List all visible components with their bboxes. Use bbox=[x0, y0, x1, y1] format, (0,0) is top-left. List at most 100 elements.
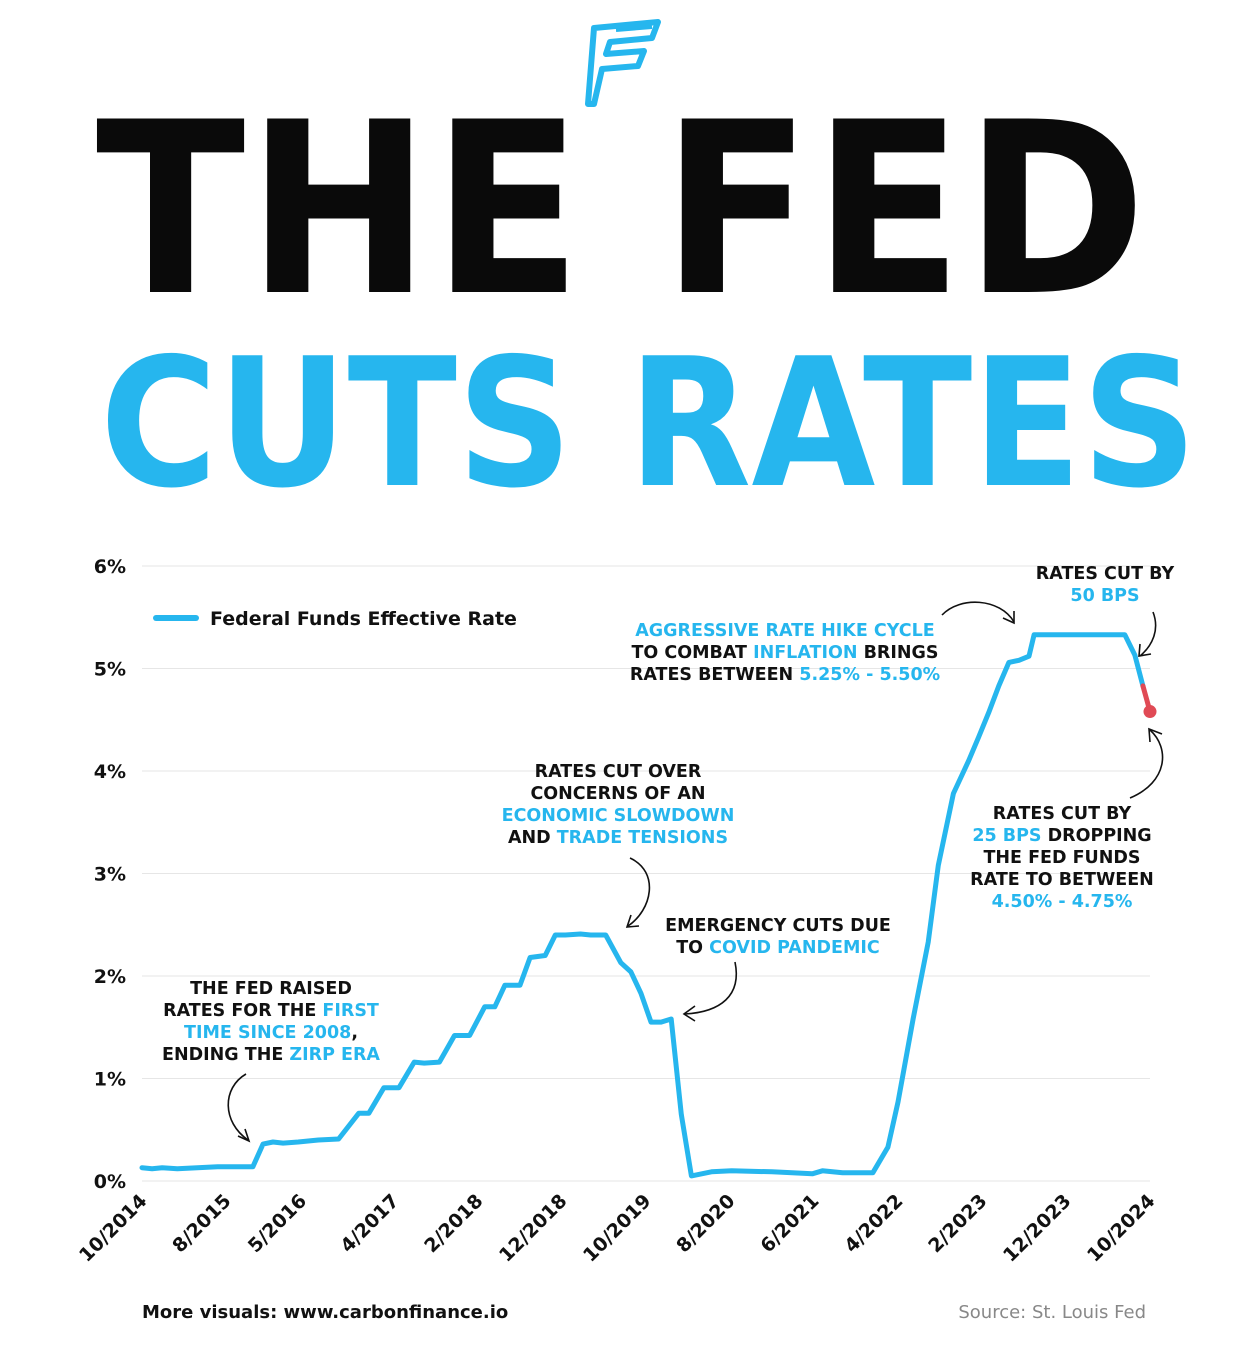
annotation-line: ECONOMIC SLOWDOWN bbox=[502, 806, 735, 826]
arrow-covid-cut bbox=[684, 961, 738, 1015]
x-tick-label: 2/2023 bbox=[924, 1190, 991, 1257]
annotation-arrows bbox=[227, 601, 1164, 1143]
y-axis-ticks: 0% 1% 2% 3% 4% 5% 6% bbox=[94, 556, 126, 1193]
annotation-text: BRINGS bbox=[857, 643, 938, 663]
legend-label: Federal Funds Effective Rate bbox=[210, 608, 517, 630]
annotation-highlight: ECONOMIC SLOWDOWN bbox=[502, 806, 735, 826]
annotation-text: ENDING THE bbox=[162, 1045, 289, 1065]
arrow-cut-25 bbox=[1129, 729, 1164, 799]
annotation-text: RATES CUT OVER bbox=[535, 762, 702, 782]
annotation-highlight: 50 BPS bbox=[1070, 586, 1139, 606]
annotation-highlight: TIME SINCE 2008 bbox=[184, 1023, 351, 1043]
arrow-covid-cut-head bbox=[682, 1005, 696, 1022]
x-tick-label: 8/2015 bbox=[168, 1190, 235, 1257]
annotation-line: THE FED RAISED bbox=[190, 979, 352, 999]
annotation-highlight: ZIRP ERA bbox=[289, 1045, 380, 1065]
arrow-first-hike bbox=[227, 1073, 249, 1141]
annotation-text: , bbox=[351, 1023, 358, 1043]
annotation-line: CONCERNS OF AN bbox=[530, 784, 705, 804]
annotation-highlight: TRADE TENSIONS bbox=[557, 828, 728, 848]
x-tick-label: 6/2021 bbox=[756, 1190, 823, 1257]
annotation-line: THE FED FUNDS bbox=[983, 848, 1140, 868]
annotation-highlight: 5.25% - 5.50% bbox=[799, 665, 940, 685]
annotation-text: CONCERNS OF AN bbox=[530, 784, 705, 804]
arrow-cut-25-head bbox=[1148, 727, 1163, 743]
annotation-line: EMERGENCY CUTS DUE bbox=[665, 916, 891, 936]
arrow-first-hike-head bbox=[237, 1128, 251, 1143]
annotation-text: THE FED FUNDS bbox=[983, 848, 1140, 868]
annotation-highlight: AGGRESSIVE RATE HIKE CYCLE bbox=[635, 621, 934, 641]
arrow-hike-cycle bbox=[941, 601, 1015, 623]
series-layer bbox=[139, 632, 1157, 1179]
arrow-slowdown-cut-head bbox=[625, 914, 640, 928]
x-tick-label: 10/2019 bbox=[579, 1190, 656, 1267]
arrow-cut-50 bbox=[1139, 611, 1157, 657]
x-tick-label: 2/2018 bbox=[420, 1190, 487, 1257]
annotation-line: TO COVID PANDEMIC bbox=[676, 938, 880, 958]
x-tick-label: 10/2024 bbox=[1083, 1190, 1160, 1267]
annotation-text: TO COMBAT bbox=[631, 643, 753, 663]
annotation-highlight: INFLATION bbox=[753, 643, 857, 663]
annotation-line: AGGRESSIVE RATE HIKE CYCLE bbox=[635, 621, 934, 641]
annotation-text: DROPPING bbox=[1042, 826, 1152, 846]
annotation-text: RATES FOR THE bbox=[163, 1001, 322, 1021]
annotation-highlight: 25 BPS bbox=[972, 826, 1041, 846]
headline-title: THE FED bbox=[95, 72, 1149, 349]
arrow-hike-cycle-head bbox=[1002, 611, 1015, 625]
annotation-text: RATES CUT BY bbox=[1036, 564, 1175, 584]
annotation-line: ENDING THE ZIRP ERA bbox=[162, 1045, 380, 1065]
y-tick-label: 6% bbox=[94, 556, 126, 578]
x-tick-label: 10/2014 bbox=[75, 1190, 152, 1267]
x-tick-label: 8/2020 bbox=[672, 1190, 739, 1257]
annotation-line: RATES BETWEEN 5.25% - 5.50% bbox=[630, 665, 940, 685]
x-tick-label: 12/2018 bbox=[495, 1190, 572, 1267]
annotation-line: 25 BPS DROPPING bbox=[972, 826, 1151, 846]
arrow-slowdown-cut bbox=[627, 857, 651, 927]
annotation-line: RATES CUT BY bbox=[1036, 564, 1175, 584]
annotation-highlight: COVID PANDEMIC bbox=[709, 938, 880, 958]
annotation-text: RATES CUT BY bbox=[993, 804, 1132, 824]
annotation-highlight: FIRST bbox=[322, 1001, 379, 1021]
x-tick-label: 4/2017 bbox=[336, 1190, 403, 1257]
footer-credit: More visuals: www.carbonfinance.io bbox=[142, 1302, 509, 1323]
y-tick-label: 5% bbox=[94, 659, 126, 681]
annotation-text: EMERGENCY CUTS DUE bbox=[665, 916, 891, 936]
annotation-text: RATE TO BETWEEN bbox=[970, 870, 1154, 890]
carbon-finance-logo bbox=[585, 19, 661, 107]
annotation-line: RATE TO BETWEEN bbox=[970, 870, 1154, 890]
footer-source: Source: St. Louis Fed bbox=[958, 1302, 1146, 1323]
annotation-text: RATES BETWEEN bbox=[630, 665, 799, 685]
annotation-highlight: 4.50% - 4.75% bbox=[992, 892, 1133, 912]
headline-subtitle: CUTS RATES bbox=[100, 320, 1198, 527]
annotation-line: 4.50% - 4.75% bbox=[992, 892, 1133, 912]
gridlines bbox=[142, 565, 1150, 1182]
x-tick-label: 4/2022 bbox=[840, 1190, 907, 1257]
arrow-cut-50-head bbox=[1138, 643, 1152, 657]
x-tick-label: 12/2023 bbox=[999, 1190, 1076, 1267]
annotation-line: RATES CUT OVER bbox=[535, 762, 702, 782]
annotation-text: THE FED RAISED bbox=[190, 979, 352, 999]
annotation-text: AND bbox=[508, 828, 557, 848]
annotation-line: AND TRADE TENSIONS bbox=[508, 828, 728, 848]
annotation-line: TIME SINCE 2008, bbox=[184, 1023, 358, 1043]
annotation-line: RATES FOR THE FIRST bbox=[163, 1001, 379, 1021]
annotation-text: TO bbox=[676, 938, 709, 958]
series-line-fed-funds-rate bbox=[139, 632, 1146, 1179]
x-axis-ticks: 10/2014 8/2015 5/2016 4/2017 2/2018 12/2018 10… bbox=[75, 1190, 1160, 1267]
y-tick-label: 2% bbox=[94, 966, 126, 988]
annotation-line: TO COMBAT INFLATION BRINGS bbox=[631, 643, 938, 663]
y-tick-label: 4% bbox=[94, 761, 126, 783]
annotation-line: RATES CUT BY bbox=[993, 804, 1132, 824]
y-tick-label: 0% bbox=[94, 1171, 126, 1193]
latest-rate-point bbox=[1143, 705, 1157, 719]
legend: Federal Funds Effective Rate bbox=[153, 608, 517, 630]
y-tick-label: 3% bbox=[94, 864, 126, 886]
